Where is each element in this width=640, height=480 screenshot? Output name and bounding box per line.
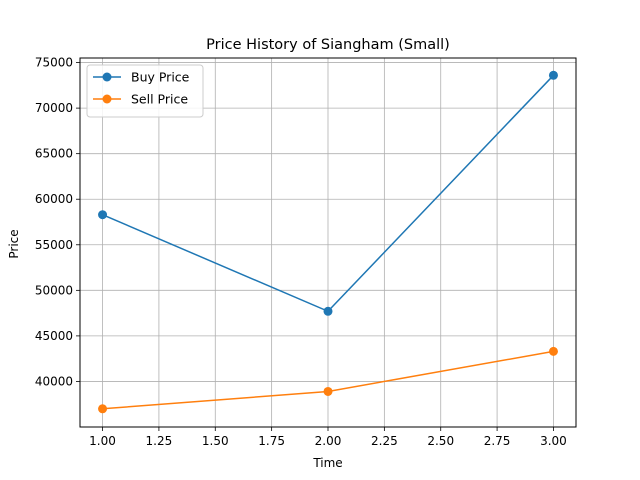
- legend-buy-price-marker: [102, 72, 112, 82]
- y-tick-label: 45000: [35, 329, 73, 343]
- x-tick-label: 2.50: [427, 434, 454, 448]
- buy-price-point: [98, 210, 108, 220]
- y-tick-label: 55000: [35, 238, 73, 252]
- y-tick-label: 65000: [35, 147, 73, 161]
- legend-sell-price-label: Sell Price: [131, 92, 188, 107]
- x-tick-label: 2.25: [371, 434, 398, 448]
- x-tick-label: 1.50: [202, 434, 229, 448]
- sell-price-point: [98, 404, 108, 414]
- x-axis-label: Time: [312, 456, 342, 470]
- y-tick-label: 50000: [35, 283, 73, 297]
- y-tick-label: 70000: [35, 101, 73, 115]
- y-tick-label: 75000: [35, 56, 73, 70]
- x-tick-label: 1.00: [89, 434, 116, 448]
- buy-price-point: [548, 70, 558, 80]
- y-tick-label: 60000: [35, 192, 73, 206]
- buy-price-point: [323, 306, 333, 316]
- x-tick-label: 2.75: [484, 434, 511, 448]
- y-axis-ticks: 40000 45000 50000 55000 60000 65000 70000 75000: [35, 56, 80, 388]
- legend: Buy Price Sell Price: [86, 64, 204, 118]
- x-tick-label: 3.00: [540, 434, 567, 448]
- legend-box: [86, 64, 204, 118]
- x-tick-label: 1.25: [146, 434, 173, 448]
- chart-title: Price History of Siangham (Small): [206, 37, 450, 53]
- legend-sell-price-marker: [102, 94, 112, 104]
- grid: [80, 58, 576, 427]
- x-axis-ticks: 1.00 1.25 1.50 1.75 2.00 2.25 2.50 2.75 3.00: [89, 427, 567, 448]
- series-layer: [98, 70, 558, 414]
- sell-price-point: [548, 346, 558, 356]
- x-tick-label: 2.00: [315, 434, 342, 448]
- x-tick-label: 1.75: [258, 434, 285, 448]
- y-tick-label: 40000: [35, 374, 73, 388]
- sell-price-point: [323, 386, 333, 396]
- y-axis-label: Price: [7, 229, 21, 258]
- legend-buy-price-label: Buy Price: [131, 70, 190, 85]
